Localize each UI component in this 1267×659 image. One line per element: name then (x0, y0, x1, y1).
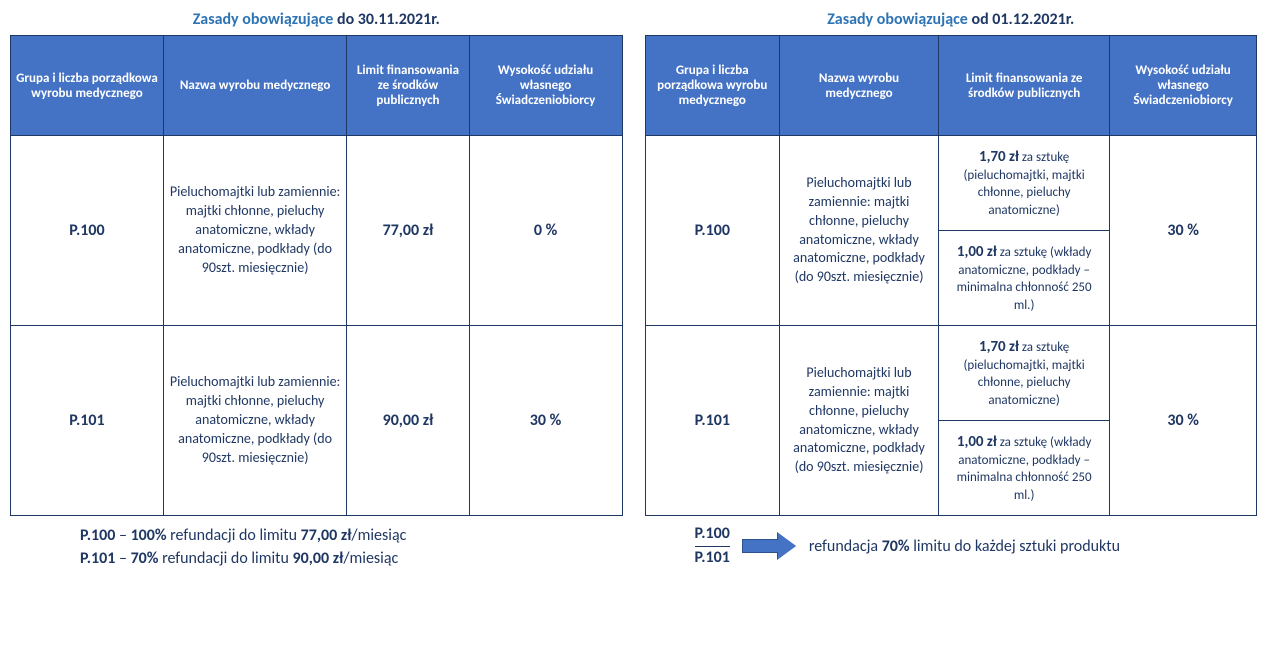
table-row: P.101 Pieluchomajtki lub zamiennie: majt… (645, 326, 1257, 421)
arrow-right-icon (742, 533, 797, 559)
title-suffix: od 01.12.2021r. (971, 10, 1074, 29)
panel-after-title: Zasady obowiązujące od 01.12.2021r. (645, 10, 1258, 29)
price: 1,70 zł (979, 148, 1019, 166)
footer-text: – (115, 549, 130, 568)
footer-codes: P.100 P.101 (695, 524, 730, 569)
col-header: Wysokość udziału własnego Świadczeniobio… (1110, 36, 1257, 136)
title-suffix: do 30.11.2021r. (337, 10, 440, 29)
footer-text: /miesiąc (351, 526, 406, 545)
col-header: Nazwa wyrobu medycznego (780, 36, 939, 136)
table-after: Grupa i liczba porządkowa wyrobu medyczn… (645, 35, 1258, 516)
table-row: P.100 Pieluchomajtki lub zamiennie: majt… (11, 136, 623, 326)
footer-code: P.100 (695, 524, 730, 547)
desc-cell: Pieluchomajtki lub zamiennie: majtki chł… (780, 326, 939, 516)
price: 1,70 zł (979, 338, 1019, 356)
col-header: Grupa i liczba porządkowa wyrobu medyczn… (645, 36, 780, 136)
table-row: P.101 Pieluchomajtki lub zamiennie: majt… (11, 326, 623, 516)
share-cell: 30 % (469, 326, 622, 516)
share-cell: 0 % (469, 136, 622, 326)
footer-amount: 90,00 zł (293, 549, 344, 568)
table-header-row: Grupa i liczba porządkowa wyrobu medyczn… (11, 36, 623, 136)
col-header: Grupa i liczba porządkowa wyrobu medyczn… (11, 36, 164, 136)
col-header: Nazwa wyrobu medycznego (163, 36, 346, 136)
footer-pct: 70% (882, 537, 910, 556)
panel-after: Zasady obowiązujące od 01.12.2021r. Grup… (645, 10, 1258, 570)
limit-cell: 90,00 zł (347, 326, 469, 516)
footer-code: P.100 (80, 526, 115, 545)
footer-after: P.100 P.101 refundacja 70% limitu do każ… (645, 524, 1258, 569)
footer-line: P.100 – 100% refundacji do limitu 77,00 … (80, 524, 623, 547)
price: 1,00 zł (957, 243, 997, 261)
footer-text: /miesiąc (343, 549, 398, 568)
desc-cell: Pieluchomajtki lub zamiennie: majtki chł… (163, 326, 346, 516)
limit-cell: 1,00 zł za sztukę (wkłady anatomiczne, p… (939, 421, 1110, 516)
panel-before-title: Zasady obowiązujące do 30.11.2021r. (10, 10, 623, 29)
footer-refund-text: refundacja 70% limitu do każdej sztuki p… (809, 537, 1120, 556)
footer-text: limitu do każdej sztuki produktu (910, 537, 1120, 556)
code-cell: P.101 (11, 326, 164, 516)
panel-before: Zasady obowiązujące do 30.11.2021r. Grup… (10, 10, 623, 570)
code-cell: P.100 (11, 136, 164, 326)
footer-amount: 77,00 zł (301, 526, 352, 545)
table-header-row: Grupa i liczba porządkowa wyrobu medyczn… (645, 36, 1257, 136)
code-cell: P.101 (645, 326, 780, 516)
title-prefix: Zasady obowiązujące (193, 10, 337, 29)
footer-before: P.100 – 100% refundacji do limitu 77,00 … (10, 524, 623, 570)
footer-text: refundacja (809, 537, 882, 556)
price: 1,00 zł (957, 433, 997, 451)
footer-text: – (115, 526, 130, 545)
comparison-container: Zasady obowiązujące do 30.11.2021r. Grup… (10, 10, 1257, 570)
footer-text: refundacji do limitu (158, 549, 292, 568)
table-row: P.100 Pieluchomajtki lub zamiennie: majt… (645, 136, 1257, 231)
title-prefix: Zasady obowiązujące (827, 10, 971, 29)
table-before: Grupa i liczba porządkowa wyrobu medyczn… (10, 35, 623, 516)
footer-pct: 100% (131, 526, 167, 545)
desc-cell: Pieluchomajtki lub zamiennie: majtki chł… (780, 136, 939, 326)
footer-pct: 70% (131, 549, 159, 568)
col-header: Limit finansowania ze środków publicznyc… (347, 36, 469, 136)
footer-code: P.101 (695, 548, 730, 569)
col-header: Limit finansowania ze środków publicznyc… (939, 36, 1110, 136)
footer-code: P.101 (80, 549, 115, 568)
desc-cell: Pieluchomajtki lub zamiennie: majtki chł… (163, 136, 346, 326)
limit-cell: 1,70 zł za sztukę (pieluchomajtki, majtk… (939, 326, 1110, 421)
share-cell: 30 % (1110, 326, 1257, 516)
limit-cell: 1,00 zł za sztukę (wkłady anatomiczne, p… (939, 231, 1110, 326)
footer-text: refundacji do limitu (167, 526, 301, 545)
footer-line: P.101 – 70% refundacji do limitu 90,00 z… (80, 547, 623, 570)
limit-cell: 77,00 zł (347, 136, 469, 326)
limit-cell: 1,70 zł za sztukę (pieluchomajtki, majtk… (939, 136, 1110, 231)
share-cell: 30 % (1110, 136, 1257, 326)
code-cell: P.100 (645, 136, 780, 326)
col-header: Wysokość udziału własnego Świadczeniobio… (469, 36, 622, 136)
